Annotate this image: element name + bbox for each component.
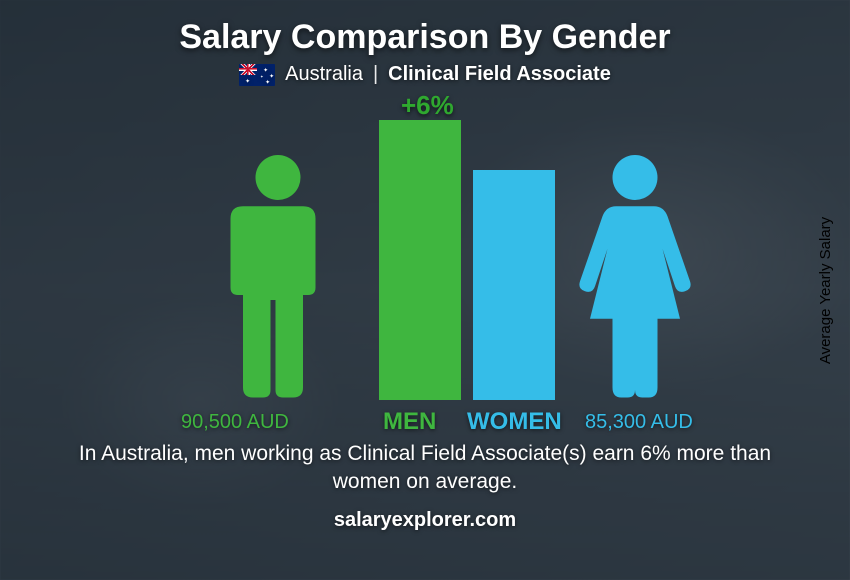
site-label: salaryexplorer.com (334, 509, 516, 532)
flag-star-icon: ✦ (265, 79, 270, 86)
page-title: Salary Comparison By Gender (179, 18, 670, 57)
separator: | (373, 63, 378, 86)
summary-text: In Australia, men working as Clinical Fi… (55, 440, 795, 497)
country-label: Australia (285, 63, 363, 86)
flag-star-icon: ✦ (263, 67, 268, 74)
men-pct-diff: +6% (401, 90, 454, 121)
australia-flag-icon: ✦ ✦ ✦ ✦ ✦ (239, 64, 275, 86)
y-axis-label: Average Yearly Salary (818, 216, 835, 363)
flag-star-icon: ✦ (245, 78, 250, 85)
men-salary: 90,500 AUD (181, 411, 289, 434)
women-bar (473, 170, 555, 400)
women-axis-label: WOMEN (467, 408, 562, 436)
job-title: Clinical Field Associate (388, 63, 611, 86)
y-axis-label-wrap: Average Yearly Salary (816, 0, 836, 580)
men-bar (379, 120, 461, 400)
flag-star-icon: ✦ (260, 74, 263, 79)
subtitle-row: ✦ ✦ ✦ ✦ ✦ Australia | Clinical Field Ass… (239, 63, 611, 86)
men-axis-label: MEN (383, 408, 436, 436)
women-salary: 85,300 AUD (585, 411, 693, 434)
woman-icon (565, 150, 705, 400)
gender-salary-chart: +6% MEN WOMEN 90,500 AUD 85,300 AUD (105, 96, 745, 436)
infographic-content: Salary Comparison By Gender ✦ ✦ ✦ ✦ ✦ Au… (0, 0, 850, 580)
man-icon (213, 150, 343, 400)
